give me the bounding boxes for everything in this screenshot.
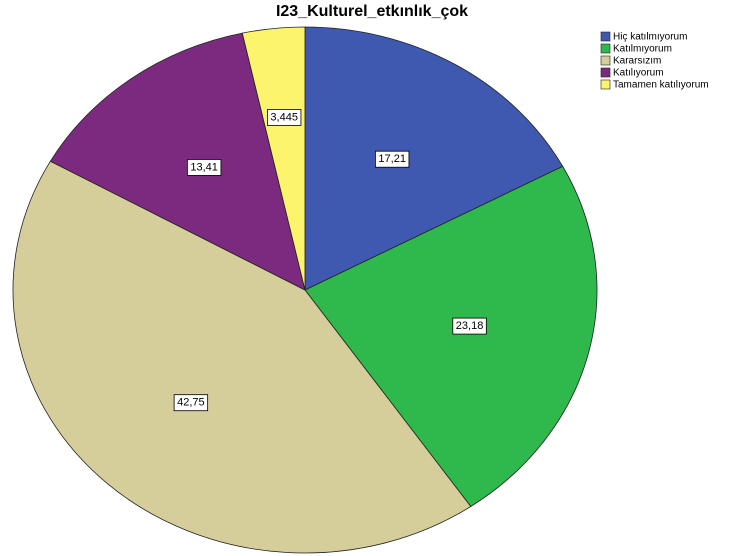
- pie-slice: [49, 32, 306, 291]
- legend-label: Kararsızım: [613, 56, 661, 67]
- label-box: [173, 394, 209, 412]
- legend-label: Katılıyorum: [613, 68, 664, 79]
- label-box: [267, 109, 302, 126]
- legend-swatch: [600, 31, 611, 42]
- legend-label: Hiç katılmıyorum: [613, 32, 687, 43]
- label-box: [452, 317, 487, 335]
- data-label: 3,445: [270, 111, 298, 123]
- legend-swatch: [600, 79, 611, 90]
- pie-slice: [241, 26, 306, 291]
- legend-label: Katılmıyorum: [613, 44, 672, 55]
- data-label: 23,18: [456, 320, 484, 332]
- label-box: [186, 159, 222, 176]
- data-label: 42,75: [177, 397, 205, 409]
- legend-swatch: [600, 43, 611, 54]
- legend-swatch: [600, 55, 611, 66]
- pie-slice: [304, 165, 598, 508]
- pie-slice: [12, 160, 472, 554]
- legend-label: Tamamen katılıyorum: [613, 80, 709, 91]
- data-label: 17,21: [378, 153, 406, 165]
- chart-title: I23_Kulturel_etkınlık_çok: [276, 3, 468, 20]
- label-box: [375, 150, 410, 168]
- legend-swatch: [600, 67, 611, 78]
- pie-slice: [304, 26, 564, 291]
- data-label: 13,41: [190, 161, 218, 173]
